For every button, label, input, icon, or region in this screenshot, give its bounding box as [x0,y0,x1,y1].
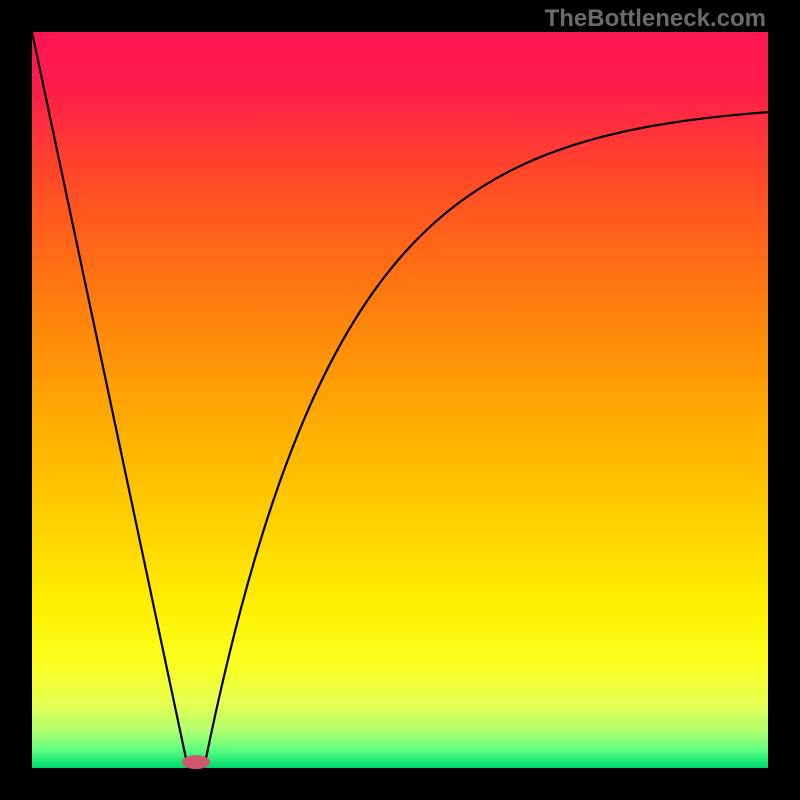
optimal-marker [182,755,210,769]
bottleneck-chart [0,0,800,800]
chart-frame: TheBottleneck.com [0,0,800,800]
plot-background-gradient [32,32,768,768]
watermark-text: TheBottleneck.com [545,5,766,33]
plot-group [32,32,768,769]
